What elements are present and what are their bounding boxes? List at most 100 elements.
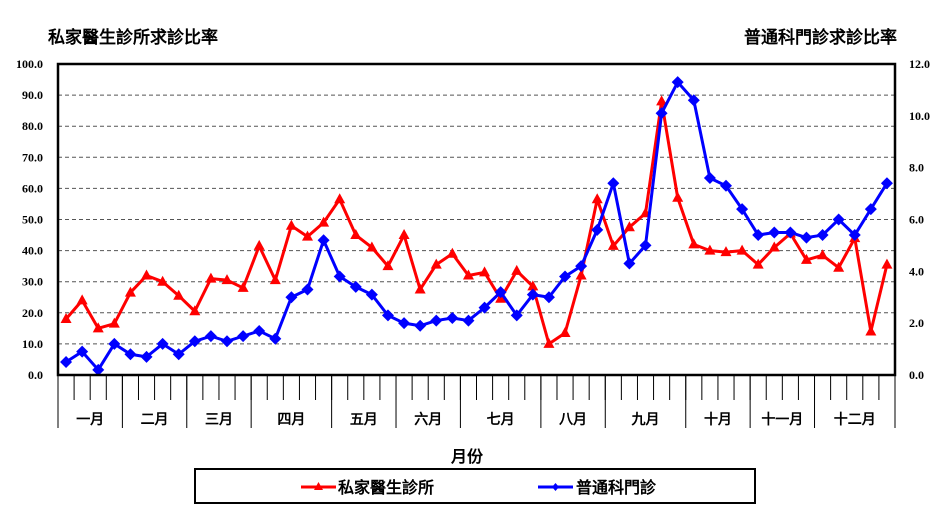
data-point-triangle	[350, 229, 362, 240]
month-label: 十月	[704, 411, 732, 428]
month-label: 二月	[141, 412, 169, 428]
data-point-triangle	[92, 322, 104, 333]
data-point-triangle	[430, 258, 442, 269]
data-point-diamond	[285, 291, 298, 304]
data-point-diamond	[655, 107, 668, 120]
left-tick-label: 20.0	[22, 306, 43, 320]
data-point-diamond	[832, 213, 845, 226]
legend-box	[194, 468, 756, 504]
data-point-triangle	[398, 229, 410, 240]
data-point-triangle	[881, 258, 893, 269]
data-point-diamond	[237, 330, 250, 343]
data-point-triangle	[253, 239, 265, 250]
data-point-triangle	[124, 286, 136, 297]
data-point-diamond	[204, 330, 217, 343]
legend-label-gop-clinic: 普通科門診	[576, 478, 657, 497]
data-point-diamond	[719, 179, 732, 192]
right-axis-title: 普通科門診求診比率	[744, 27, 897, 48]
data-point-diamond	[494, 286, 507, 299]
data-point-diamond	[333, 270, 346, 283]
data-point-triangle	[479, 266, 491, 277]
data-point-diamond	[607, 177, 620, 190]
legend: 私家醫生診所 普通科門診	[194, 468, 756, 504]
data-point-diamond	[430, 314, 443, 327]
data-point-diamond	[623, 257, 636, 270]
data-point-diamond	[414, 319, 427, 332]
data-point-diamond	[317, 234, 330, 247]
data-point-triangle	[688, 238, 700, 249]
data-point-triangle	[189, 305, 201, 316]
data-point-triangle	[865, 325, 877, 336]
data-point-diamond	[349, 280, 362, 293]
data-point-triangle	[591, 193, 603, 204]
legend-label-private-clinic: 私家醫生診所	[338, 478, 434, 497]
left-axis-title: 私家醫生診所求診比率	[48, 27, 218, 48]
month-label: 十一月	[761, 411, 803, 428]
data-point-diamond	[510, 309, 523, 322]
data-point-diamond	[800, 231, 813, 244]
right-tick-label: 12.0	[909, 57, 930, 71]
data-point-diamond	[736, 203, 749, 216]
data-point-diamond	[253, 324, 266, 337]
data-point-diamond	[381, 309, 394, 322]
data-point-triangle	[575, 269, 587, 280]
series-private-clinic	[60, 95, 893, 348]
data-point-triangle	[672, 191, 684, 202]
data-point-diamond	[880, 177, 893, 190]
data-point-diamond	[92, 363, 105, 376]
data-point-triangle	[60, 313, 72, 324]
data-point-triangle	[334, 193, 346, 204]
data-point-diamond	[639, 239, 652, 252]
data-point-triangle	[157, 275, 169, 286]
series-line	[65, 80, 889, 372]
data-point-triangle	[221, 274, 233, 285]
data-point-diamond	[156, 337, 169, 350]
right-tick-label: 6.0	[909, 213, 924, 227]
data-point-diamond	[703, 172, 716, 185]
data-point-diamond	[784, 226, 797, 239]
left-tick-label: 50.0	[22, 213, 43, 227]
data-point-diamond	[365, 288, 378, 301]
data-point-triangle	[559, 327, 571, 338]
left-tick-label: 0.0	[28, 368, 43, 382]
data-point-triangle	[462, 269, 474, 280]
left-tick-label: 100.0	[16, 57, 43, 71]
left-axis-ticks: 0.0 10.0 20.0 30.0 40.0 50.0 60.0 70.0 80.0 90.0 1…	[16, 57, 43, 382]
data-point-triangle	[173, 289, 185, 300]
data-point-diamond	[575, 260, 588, 273]
data-point-triangle	[800, 253, 812, 264]
data-point-diamond	[687, 94, 700, 107]
legend-diamond-icon	[552, 483, 559, 491]
left-tick-label: 80.0	[22, 119, 43, 133]
right-tick-label: 2.0	[909, 316, 924, 330]
data-point-triangle	[817, 249, 829, 260]
data-point-diamond	[60, 356, 73, 369]
data-point-diamond	[462, 314, 475, 327]
data-point-diamond	[221, 335, 234, 348]
data-point-diamond	[526, 288, 539, 301]
left-tick-label: 90.0	[22, 88, 43, 102]
data-point-diamond	[140, 350, 153, 363]
data-point-triangle	[301, 230, 313, 241]
data-point-triangle	[527, 280, 539, 291]
plot-frame	[56, 62, 897, 377]
x-axis: 一月 二月 三月 四月 五月 六月 七月 八月 九月 十月 十一月 十二月	[57, 375, 896, 428]
data-point-diamond	[188, 335, 201, 348]
series-gop-clinic	[60, 76, 893, 376]
data-point-triangle	[446, 247, 458, 258]
data-point-triangle	[366, 241, 378, 252]
right-tick-label: 0.0	[909, 368, 924, 382]
month-label: 七月	[487, 412, 515, 428]
data-point-triangle	[141, 269, 153, 280]
gridlines	[58, 94, 895, 345]
data-point-triangle	[704, 244, 716, 255]
data-point-diamond	[446, 311, 459, 324]
data-point-triangle	[768, 241, 780, 252]
data-point-triangle	[752, 258, 764, 269]
left-tick-label: 70.0	[22, 150, 43, 164]
legend-triangle-icon	[314, 482, 323, 490]
series-line	[64, 99, 889, 346]
data-point-triangle	[720, 246, 732, 257]
data-point-triangle	[76, 294, 88, 305]
